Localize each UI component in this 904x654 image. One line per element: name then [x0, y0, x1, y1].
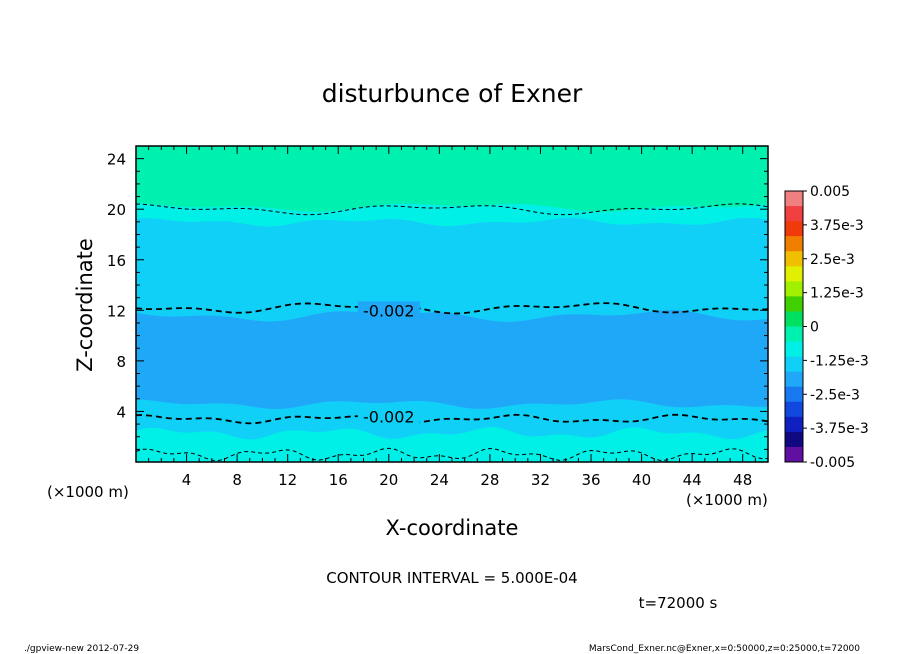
x-tick-label: 48 [733, 471, 752, 489]
colorbar-segment [785, 356, 803, 373]
x-tick-label: 40 [632, 471, 651, 489]
colorbar-segment [785, 251, 803, 267]
colorbar-segment [785, 191, 803, 207]
contour-line [136, 203, 768, 216]
y-tick-label: 4 [116, 403, 126, 421]
contour-band [136, 146, 768, 212]
contour-line [136, 413, 768, 425]
colorbar-label: -2.5e-3 [810, 387, 860, 403]
colorbar-label: 0 [810, 320, 819, 336]
colorbar-segment [785, 326, 803, 343]
x-tick-label: 28 [480, 471, 499, 489]
contour-interval-note: CONTOUR INTERVAL = 5.000E-04 [326, 569, 577, 587]
colorbar-label: -0.005 [810, 455, 855, 471]
colorbar-segment [785, 416, 803, 433]
x-tick-label: 8 [232, 471, 242, 489]
y-tick-label: 24 [107, 151, 126, 169]
x-tick-label: 32 [531, 471, 550, 489]
y-tick-label: 20 [107, 201, 126, 219]
contour-label: -0.002 [363, 301, 415, 320]
x-tick-label: 24 [430, 471, 449, 489]
colorbar-segment [785, 281, 803, 297]
y-tick-label: 8 [116, 353, 126, 371]
x-axis-unit: (×1000 m) [686, 491, 768, 509]
footer-right: MarsCond_Exner.nc@Exner,x=0:50000,z=0:25… [589, 644, 860, 654]
colorbar-label: 2.5e-3 [810, 252, 855, 268]
colorbar-label: 1.25e-3 [810, 286, 864, 302]
contour-label: -0.002 [363, 407, 415, 426]
colorbar-segment [785, 311, 803, 327]
y-tick-label: 16 [107, 252, 126, 270]
colorbar-label: 3.75e-3 [810, 218, 864, 234]
colorbar-segment [785, 431, 803, 448]
contour-band [136, 217, 768, 322]
colorbar-label: -1.25e-3 [810, 353, 869, 369]
time-stamp: t=72000 s [639, 594, 718, 612]
contour-band [136, 309, 768, 410]
x-tick-label: 4 [182, 471, 192, 489]
footer-left: ./gpview-new 2012-07-29 [24, 644, 139, 654]
colorbar-segment [785, 386, 803, 403]
x-tick-label: 20 [379, 471, 398, 489]
y-axis-unit: (×1000 m) [47, 483, 129, 501]
colorbar-label: -3.75e-3 [810, 421, 869, 437]
y-tick-label: 12 [107, 302, 126, 320]
colorbar-segment [785, 401, 803, 418]
x-tick-label: 44 [683, 471, 702, 489]
contour-label-bg [357, 301, 420, 320]
contour-line [136, 302, 768, 315]
x-axis-title: X-coordinate [386, 516, 519, 540]
colorbar-segment [785, 296, 803, 312]
y-axis-title: Z-coordinate [73, 238, 97, 372]
x-tick-label: 12 [278, 471, 297, 489]
colorbar-segment [785, 371, 803, 388]
colorbar-segment [785, 446, 803, 463]
chart-title: disturbunce of Exner [322, 79, 583, 108]
colorbar-segment [785, 206, 803, 222]
x-tick-label: 36 [581, 471, 600, 489]
colorbar-label: 0.005 [810, 184, 850, 200]
x-tick-label: 16 [329, 471, 348, 489]
colorbar-segment [785, 236, 803, 252]
colorbar-segment [785, 266, 803, 282]
contour-label-bg [357, 407, 420, 426]
colorbar-segment [785, 221, 803, 237]
colorbar-segment [785, 341, 803, 358]
